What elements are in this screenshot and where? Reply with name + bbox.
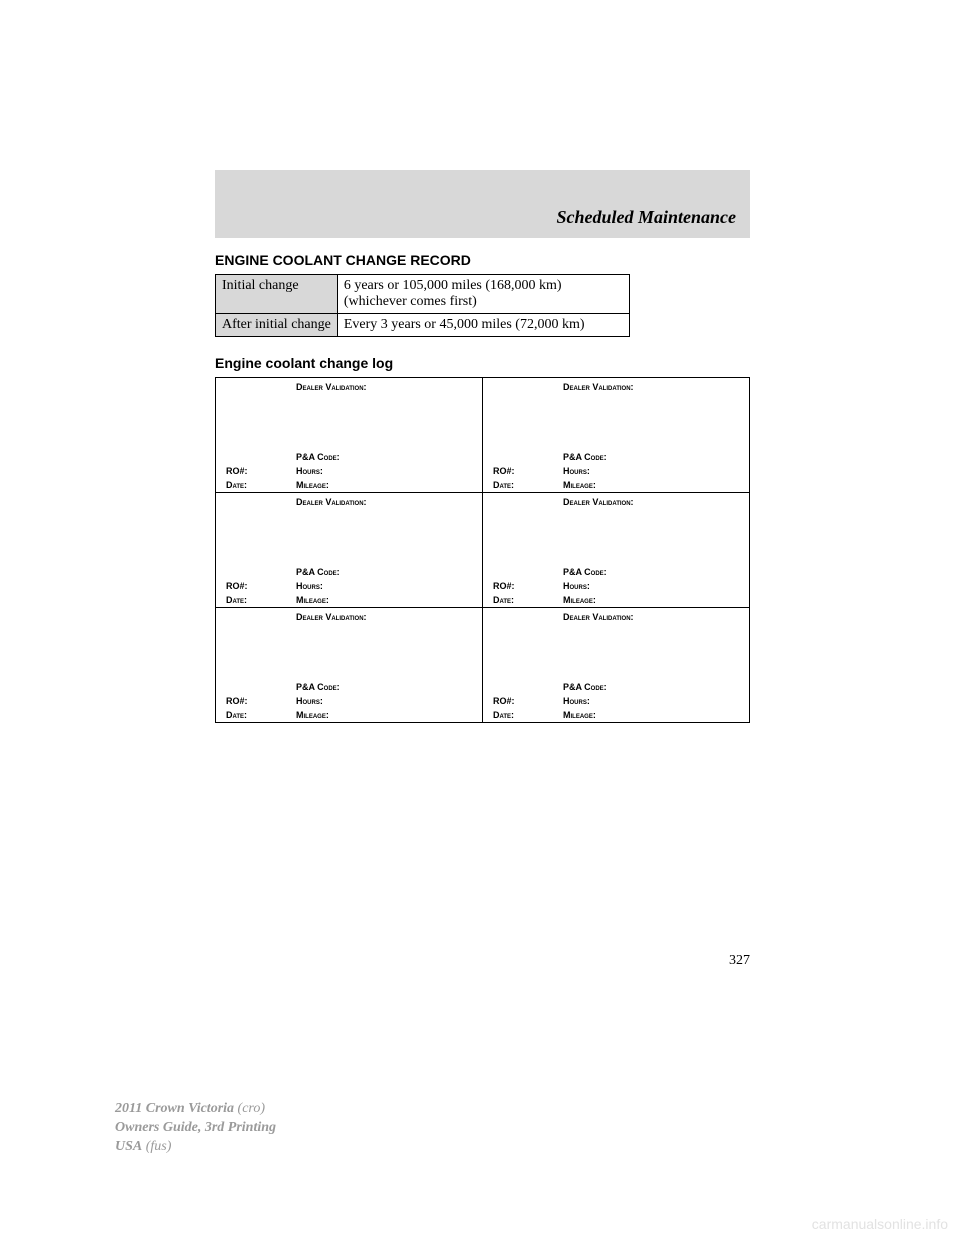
footer-model-suffix: (cro): [238, 1101, 265, 1116]
record-value: Every 3 years or 45,000 miles (72,000 km…: [337, 314, 629, 337]
coolant-record-table: Initial change 6 years or 105,000 miles …: [215, 274, 630, 337]
record-value: 6 years or 105,000 miles (168,000 km) (w…: [337, 275, 629, 314]
log-date-label: Date:: [483, 478, 555, 492]
log-cell: Dealer Validation: P&A Code: RO#:Hours: …: [483, 378, 750, 493]
log-hours-label: Hours:: [288, 694, 482, 708]
log-dealer-label: Dealer Validation:: [288, 378, 482, 450]
table-row: After initial change Every 3 years or 45…: [216, 314, 630, 337]
footer-guide: Owners Guide, 3rd Printing: [115, 1120, 276, 1135]
page-content: Scheduled Maintenance ENGINE COOLANT CHA…: [0, 0, 960, 723]
log-pacode-label: P&A Code:: [555, 565, 749, 579]
log-pacode-label: P&A Code:: [555, 450, 749, 464]
section-heading-log: Engine coolant change log: [215, 355, 755, 371]
coolant-log-table: Dealer Validation: P&A Code: RO#:Hours: …: [215, 377, 750, 723]
log-date-label: Date:: [216, 478, 288, 492]
log-hours-label: Hours:: [288, 579, 482, 593]
page-number: 327: [729, 953, 750, 969]
log-cell: Dealer Validation: P&A Code: RO#:Hours: …: [216, 608, 483, 723]
log-mileage-label: Mileage:: [555, 593, 749, 607]
watermark: carmanualsonline.info: [812, 1216, 948, 1232]
log-dealer-label: Dealer Validation:: [288, 608, 482, 680]
log-mileage-label: Mileage:: [288, 478, 482, 492]
log-cell: Dealer Validation: P&A Code: RO#:Hours: …: [216, 493, 483, 608]
footer-region-suffix: (fus): [146, 1139, 172, 1154]
log-pacode-label: P&A Code:: [555, 680, 749, 694]
log-pacode-label: P&A Code:: [288, 565, 482, 579]
log-ro-label: RO#:: [483, 579, 555, 593]
footer: 2011 Crown Victoria (cro) Owners Guide, …: [115, 1100, 276, 1157]
footer-region: USA: [115, 1139, 142, 1154]
log-date-label: Date:: [216, 708, 288, 722]
log-ro-label: RO#:: [483, 694, 555, 708]
log-mileage-label: Mileage:: [288, 593, 482, 607]
log-mileage-label: Mileage:: [555, 478, 749, 492]
log-cell: Dealer Validation: P&A Code: RO#:Hours: …: [216, 378, 483, 493]
header-band: Scheduled Maintenance: [215, 170, 750, 238]
log-pacode-label: P&A Code:: [288, 680, 482, 694]
footer-model: 2011 Crown Victoria: [115, 1101, 234, 1116]
section-heading-record: ENGINE COOLANT CHANGE RECORD: [215, 252, 755, 268]
log-pacode-label: P&A Code:: [288, 450, 482, 464]
record-label: After initial change: [216, 314, 338, 337]
log-ro-label: RO#:: [216, 694, 288, 708]
log-mileage-label: Mileage:: [555, 708, 749, 722]
log-ro-label: RO#:: [216, 579, 288, 593]
table-row: Initial change 6 years or 105,000 miles …: [216, 275, 630, 314]
page-title: Scheduled Maintenance: [556, 207, 736, 228]
log-hours-label: Hours:: [555, 579, 749, 593]
log-mileage-label: Mileage:: [288, 708, 482, 722]
log-cell: Dealer Validation: P&A Code: RO#:Hours: …: [483, 608, 750, 723]
log-date-label: Date:: [216, 593, 288, 607]
log-hours-label: Hours:: [555, 694, 749, 708]
log-dealer-label: Dealer Validation:: [555, 493, 749, 565]
record-label: Initial change: [216, 275, 338, 314]
log-date-label: Date:: [483, 708, 555, 722]
log-cell: Dealer Validation: P&A Code: RO#:Hours: …: [483, 493, 750, 608]
log-dealer-label: Dealer Validation:: [555, 378, 749, 450]
log-dealer-label: Dealer Validation:: [288, 493, 482, 565]
log-hours-label: Hours:: [555, 464, 749, 478]
log-date-label: Date:: [483, 593, 555, 607]
log-hours-label: Hours:: [288, 464, 482, 478]
log-ro-label: RO#:: [216, 464, 288, 478]
log-dealer-label: Dealer Validation:: [555, 608, 749, 680]
log-ro-label: RO#:: [483, 464, 555, 478]
